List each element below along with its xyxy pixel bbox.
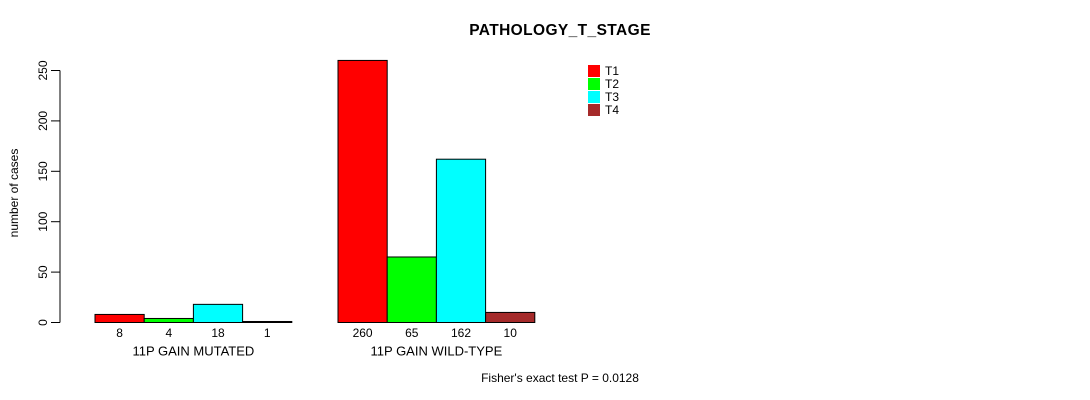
y-tick-label: 150 — [36, 161, 50, 181]
y-tick-label: 200 — [36, 111, 50, 131]
legend-item-t2: T2 — [588, 78, 619, 90]
legend-label: T3 — [605, 90, 620, 104]
bar-t4-group2 — [485, 311, 536, 324]
bar-value-label: 10 — [504, 326, 518, 340]
legend-swatch-t2 — [588, 78, 600, 90]
annotation-fisher-test: Fisher's exact test P = 0.0128 — [481, 371, 639, 385]
y-tick-label: 100 — [36, 211, 50, 231]
bar-t2-group2 — [386, 256, 437, 324]
group-label: 11P GAIN MUTATED — [132, 344, 254, 359]
y-tick-label: 50 — [36, 265, 50, 279]
legend-swatch-t3 — [588, 91, 600, 103]
bar-t4-group1 — [242, 320, 293, 324]
bar-t2-group1 — [143, 317, 194, 323]
bar-t3-group1 — [192, 303, 244, 323]
bar-value-label: 260 — [353, 326, 373, 340]
y-tick-label: 0 — [36, 319, 50, 326]
legend-label: T4 — [605, 103, 620, 117]
bar-value-label: 65 — [405, 326, 419, 340]
chart-title: PATHOLOGY_T_STAGE — [469, 22, 651, 39]
legend: T1 T2 T3 T4 — [588, 65, 619, 117]
bar-t1-group1 — [94, 313, 145, 324]
group-label: 11P GAIN WILD-TYPE — [371, 344, 503, 359]
bar-value-label: 162 — [451, 326, 471, 340]
y-tick-label: 250 — [36, 60, 50, 80]
bar-value-label: 8 — [116, 326, 123, 340]
legend-item-t1: T1 — [588, 65, 619, 77]
legend-item-t4: T4 — [588, 104, 619, 116]
bar-t1-group2 — [337, 59, 388, 323]
bar-value-label: 18 — [211, 326, 225, 340]
legend-item-t3: T3 — [588, 91, 619, 103]
bar-t3-group2 — [435, 158, 487, 323]
legend-swatch-t1 — [588, 65, 600, 77]
legend-swatch-t4 — [588, 104, 600, 116]
legend-label: T1 — [605, 64, 620, 78]
bar-value-label: 4 — [165, 326, 172, 340]
bar-value-label: 1 — [264, 326, 271, 340]
legend-label: T2 — [605, 77, 620, 91]
